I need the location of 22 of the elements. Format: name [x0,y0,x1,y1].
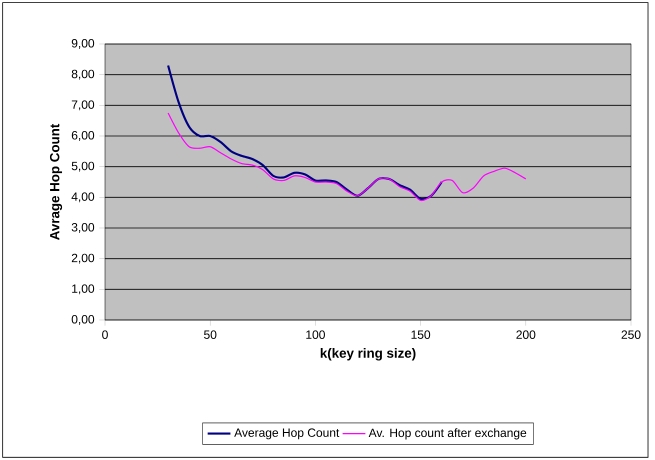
line-series [168,112,526,201]
line-series [167,64,443,200]
y-tick-label: 8,00 [72,70,94,80]
y-tick-label: 6,00 [72,131,94,141]
y-tick-label: 9,00 [72,39,94,49]
x-tick-label: 200 [516,330,536,339]
y-axis-title: Avrage Hop Count [50,124,62,240]
y-tick-label: 0,00 [72,315,94,325]
y-tick-label: 3,00 [72,223,94,233]
y-tick-label: 7,00 [72,100,94,110]
legend-label: Average Hop Count [234,428,340,440]
x-tick-label: 100 [306,330,325,339]
x-axis-title: k(key ring size) [320,348,416,361]
x-tick-label: 150 [412,330,430,339]
legend-label: Av. Hop count after exchange [368,428,526,440]
y-tick-label: 4,00 [72,192,94,202]
x-tick-label: 50 [204,330,216,339]
x-tick-label: 250 [622,330,641,339]
y-tick-label: 5,00 [72,162,94,172]
y-tick-label: 2,00 [72,254,94,264]
y-tick-label: 1,00 [72,284,94,294]
x-tick-label: 0 [102,330,108,339]
